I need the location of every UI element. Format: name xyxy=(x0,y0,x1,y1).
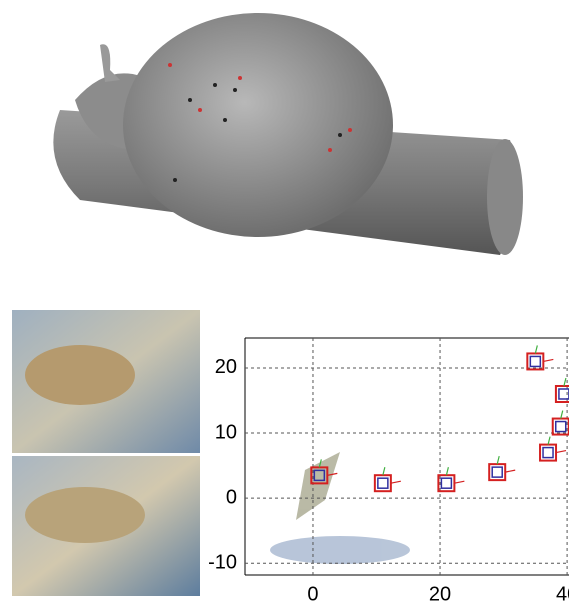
camera-part xyxy=(535,345,537,353)
3d-render xyxy=(53,13,523,255)
camera-part xyxy=(530,356,540,366)
camera-part xyxy=(543,448,553,458)
camera-part xyxy=(556,451,566,453)
y-tick-label: 20 xyxy=(215,356,237,378)
figure: -10 0 10 20 0 20 40 xyxy=(0,0,569,608)
camera-part xyxy=(543,359,553,361)
camera-part xyxy=(556,422,566,432)
camera-part xyxy=(564,378,566,386)
camera xyxy=(375,467,401,491)
y-tick-label: -10 xyxy=(208,552,237,574)
x-tick-label: 20 xyxy=(429,583,451,605)
camera-part xyxy=(441,478,451,488)
camera-part xyxy=(497,456,499,464)
camera-part xyxy=(454,481,464,483)
camera-part xyxy=(548,437,550,445)
camera xyxy=(527,345,553,369)
x-tick-label: 40 xyxy=(556,583,569,605)
figure-canvas: -10 0 10 20 0 20 40 xyxy=(0,0,569,608)
camera xyxy=(489,456,515,480)
camera xyxy=(540,437,566,461)
camera-part xyxy=(492,467,502,477)
camera xyxy=(438,467,464,491)
camera-part xyxy=(383,467,385,475)
camera-part xyxy=(561,411,563,419)
camera-part xyxy=(446,467,448,475)
y-tick-label: 0 xyxy=(226,486,237,508)
camera-part xyxy=(505,470,515,472)
camera xyxy=(553,411,569,435)
x-tick-label: 0 xyxy=(307,583,318,605)
photos xyxy=(12,310,200,596)
plot xyxy=(245,338,569,575)
y-tick-label: 10 xyxy=(215,421,237,443)
camera-part xyxy=(378,478,388,488)
point-cloud xyxy=(270,452,410,564)
camera-part xyxy=(391,481,401,483)
